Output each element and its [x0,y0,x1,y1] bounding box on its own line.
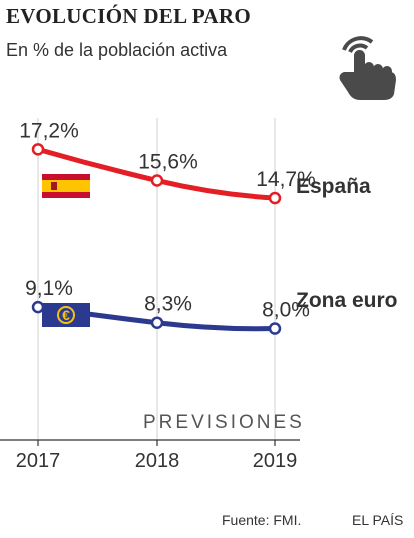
data-label: 8,3% [144,293,192,316]
euro-symbol-ring [57,306,75,324]
series-name-label: Zona euro [296,289,398,312]
x-tick-label: 2018 [135,450,180,472]
data-label: 15,6% [138,151,198,174]
x-tick-label: 2017 [16,450,61,472]
spain-flag-emblem [51,182,57,190]
data-point [31,300,45,314]
data-label: 8,0% [262,299,310,322]
data-label: 9,1% [25,277,73,300]
spain-flag-band [42,180,90,192]
data-label: 14,7% [256,168,316,191]
data-point [150,174,164,187]
series-name-label: España [296,175,371,198]
data-point [31,143,45,156]
chart-title: EVOLUCIÓN DEL PARO [6,4,251,28]
data-point [268,322,282,335]
euro-symbol-icon: € [62,307,70,323]
pointing-hand-icon [339,36,396,100]
source-note: Fuente: FMI. [222,512,302,528]
forecast-annotation: PREVISIONES [143,412,305,433]
data-point [150,316,164,329]
brand-label: EL PAÍS [352,512,404,528]
data-point [268,191,282,205]
data-label: 17,2% [19,119,79,142]
x-tick-label: 2019 [253,450,298,472]
chart-subtitle: En % de la población activa [6,40,228,60]
